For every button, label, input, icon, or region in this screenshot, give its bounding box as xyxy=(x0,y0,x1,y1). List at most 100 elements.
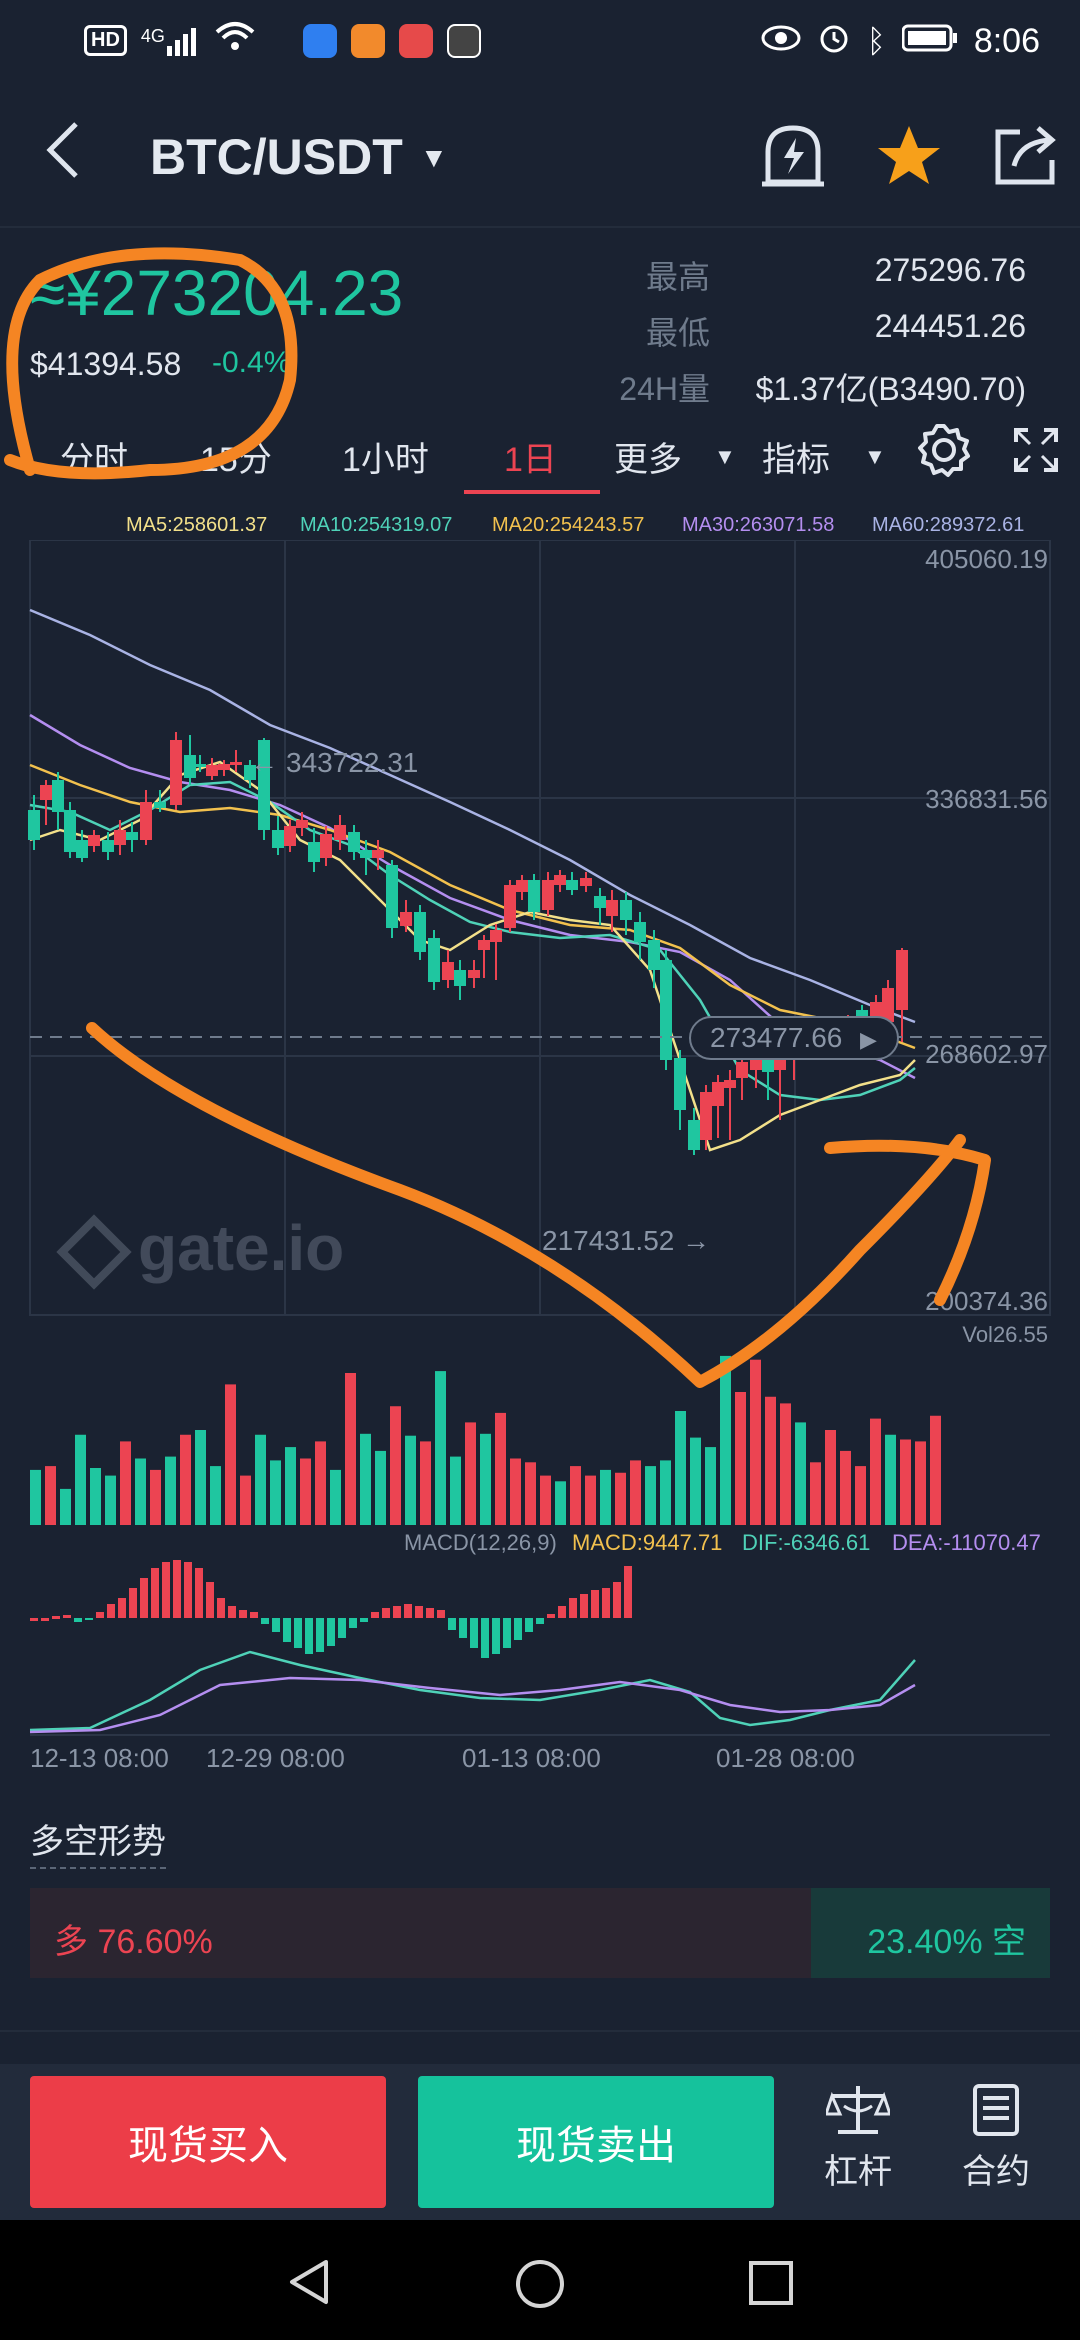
caret-down-icon[interactable]: ▼ xyxy=(420,142,448,173)
spot-buy-button[interactable]: 现货买入 xyxy=(30,2076,386,2208)
volume-bar xyxy=(495,1412,506,1525)
long-short-title[interactable]: 多空形势 xyxy=(30,1814,166,1869)
volume-bars xyxy=(30,1355,941,1525)
volume-bar xyxy=(30,1469,41,1525)
candle xyxy=(528,874,540,920)
short-text: 23.40% 空 xyxy=(867,1923,1026,1961)
candle xyxy=(272,816,284,855)
macd-bar xyxy=(514,1618,522,1640)
kline-chart[interactable]: gate.io 405060.19 336831.56 268602.97 20… xyxy=(0,540,1080,1780)
volume-bar xyxy=(645,1466,656,1525)
nav-recents-icon[interactable] xyxy=(748,2260,794,2306)
macd-bar xyxy=(151,1568,159,1618)
volume-bar xyxy=(165,1456,176,1525)
star-icon[interactable] xyxy=(874,120,944,190)
volume-bar xyxy=(540,1475,551,1525)
contract-button[interactable]: 合约 xyxy=(936,2082,1056,2193)
macd-bar xyxy=(448,1618,456,1630)
ma60-line xyxy=(29,608,916,1024)
macd-bar xyxy=(63,1615,71,1618)
nav-back-icon[interactable] xyxy=(286,2258,334,2306)
fullscreen-icon[interactable] xyxy=(1012,426,1060,483)
candle xyxy=(52,772,64,830)
candle xyxy=(296,812,308,836)
macd-bar xyxy=(283,1618,291,1642)
spot-sell-button[interactable]: 现货卖出 xyxy=(418,2076,774,2208)
tab-more[interactable]: 更多 xyxy=(614,441,682,479)
volume-bar xyxy=(825,1430,836,1525)
volume-bar xyxy=(615,1472,626,1525)
current-price-tag[interactable]: 273477.66 ▶ xyxy=(689,1016,899,1060)
volume-bar xyxy=(870,1418,881,1525)
candle xyxy=(170,732,182,810)
volume-bar xyxy=(285,1447,296,1525)
candle xyxy=(386,860,398,938)
high-marker-arrow: ← xyxy=(250,747,278,778)
ma-legend: MA5:258601.37 MA10:254319.07 MA20:254243… xyxy=(0,510,1080,544)
macd-bar xyxy=(580,1594,588,1618)
chevron-left-icon[interactable] xyxy=(42,120,82,195)
header-divider xyxy=(0,226,1080,228)
volume-bar xyxy=(900,1439,911,1525)
macd-bar xyxy=(250,1612,258,1618)
tab-indicator[interactable]: 指标 xyxy=(762,441,830,479)
macd-value: MACD:9447.71 xyxy=(572,1530,722,1555)
document-icon xyxy=(973,2084,1019,2136)
gear-icon[interactable] xyxy=(916,422,972,487)
volume-bar xyxy=(690,1437,701,1525)
macd-histogram xyxy=(30,1560,632,1658)
dif-line xyxy=(29,1650,916,1732)
macd-bar xyxy=(536,1618,544,1624)
indicator-caret-icon[interactable]: ▼ xyxy=(864,444,886,469)
y-label-3: 268602.97 xyxy=(925,1039,1048,1069)
dea-line xyxy=(29,1676,916,1734)
volume-bar xyxy=(75,1434,86,1525)
bell-lightning-icon[interactable] xyxy=(758,120,828,190)
macd-bar xyxy=(140,1578,148,1618)
macd-bar xyxy=(316,1618,324,1652)
tab-1hour[interactable]: 1小时 xyxy=(342,441,429,479)
candle xyxy=(360,840,372,875)
volume-bar xyxy=(330,1469,341,1525)
volume-bar xyxy=(315,1441,326,1525)
leverage-button[interactable]: 杠杆 xyxy=(798,2082,918,2193)
volume-bar xyxy=(585,1475,596,1525)
candle xyxy=(184,735,196,785)
candle xyxy=(320,826,332,866)
candle xyxy=(648,930,660,988)
alarm-icon xyxy=(817,20,851,63)
nav-home-icon[interactable] xyxy=(514,2258,566,2310)
macd-bar xyxy=(569,1598,577,1618)
volume-bar xyxy=(795,1422,806,1525)
candle xyxy=(606,890,618,932)
tab-timeshare[interactable]: 分时 xyxy=(60,441,128,479)
candle xyxy=(126,822,138,852)
y-label-bottom: 200374.36 xyxy=(925,1286,1048,1316)
vol-axis-label: Vol26.55 xyxy=(962,1322,1048,1347)
candle xyxy=(218,760,230,776)
volume-bar xyxy=(150,1469,161,1525)
volume-bar xyxy=(885,1434,896,1525)
more-caret-icon[interactable]: ▼ xyxy=(714,444,736,469)
macd-bar xyxy=(228,1606,236,1618)
volume-bar xyxy=(180,1434,191,1525)
macd-bar xyxy=(393,1606,401,1618)
share-icon[interactable] xyxy=(990,120,1060,190)
long-segment: 多 76.60% xyxy=(30,1888,812,1978)
candle xyxy=(736,1055,748,1100)
tab-15min[interactable]: 15分 xyxy=(200,441,272,479)
y-label-2: 336831.56 xyxy=(925,784,1048,814)
volume-bar xyxy=(300,1458,311,1525)
macd-bar xyxy=(195,1568,203,1618)
candle xyxy=(230,750,242,772)
pair-selector[interactable]: BTC/USDT xyxy=(150,129,403,185)
candle xyxy=(206,758,218,780)
volume-bar xyxy=(705,1447,716,1525)
scale-icon xyxy=(826,2086,890,2134)
candle xyxy=(76,830,88,862)
price-change: -0.4% xyxy=(212,346,291,379)
tab-1day[interactable]: 1日 xyxy=(504,441,557,479)
volume-bar xyxy=(765,1396,776,1525)
current-price-value: 273477.66 xyxy=(710,1022,842,1053)
high-value: 275296.76 xyxy=(874,252,1026,288)
